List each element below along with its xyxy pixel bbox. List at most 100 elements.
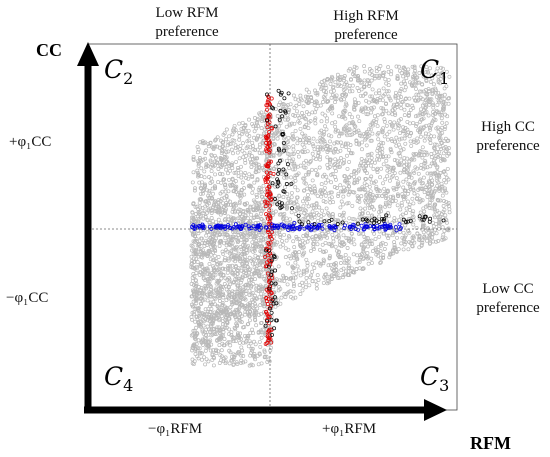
scatter-point (226, 140, 231, 145)
scatter-point (346, 265, 351, 270)
scatter-point (328, 158, 333, 163)
scatter-point (361, 109, 365, 114)
scatter-point (425, 165, 430, 170)
scatter-point (250, 190, 255, 195)
scatter-point (370, 99, 375, 104)
scatter-point (383, 200, 388, 205)
scatter-point (424, 78, 429, 83)
scatter-point (306, 170, 311, 174)
scatter-point (387, 129, 392, 134)
scatter-point (326, 148, 331, 153)
scatter-point-black (273, 268, 278, 273)
scatter-point (336, 194, 341, 198)
scatter-point (406, 71, 411, 76)
scatter-point (407, 182, 412, 187)
scatter-point (442, 199, 446, 203)
scatter-point (291, 220, 296, 225)
scatter-point (285, 282, 290, 287)
scatter-point (360, 80, 365, 85)
scatter-point (359, 242, 364, 247)
scatter-point (220, 163, 225, 168)
scatter-point (293, 260, 298, 265)
scatter-point (381, 162, 386, 167)
quadrant-label-c3: C3 (420, 362, 450, 395)
scatter-point (404, 211, 409, 215)
scatter-point (239, 360, 244, 365)
scatter-point (386, 233, 391, 238)
scatter-point (385, 174, 390, 179)
scatter-point (350, 216, 355, 221)
scatter-point (375, 148, 380, 153)
scatter-point (397, 137, 402, 142)
scatter-point (308, 212, 313, 217)
scatter-point (383, 195, 388, 200)
scatter-point (217, 327, 222, 332)
scatter-point (362, 181, 367, 186)
scatter-point (326, 99, 331, 104)
scatter-point (338, 84, 343, 89)
scatter-point (196, 147, 201, 152)
scatter-point (320, 208, 325, 213)
scatter-point (390, 233, 395, 238)
scatter-point (374, 252, 379, 257)
scatter-point (212, 184, 217, 189)
scatter-point (292, 105, 297, 110)
scatter-point (419, 242, 424, 247)
scatter-point (243, 158, 248, 163)
scatter-point (414, 86, 418, 91)
scatter-point (350, 203, 355, 208)
scatter-point (297, 120, 302, 125)
scatter-point (331, 239, 336, 244)
scatter-point (324, 127, 329, 132)
scatter-point (419, 153, 424, 158)
scatter-point (442, 92, 447, 97)
scatter-point (246, 344, 251, 349)
scatter-point (301, 252, 306, 256)
scatter-point (347, 216, 352, 221)
scatter-point (310, 151, 315, 156)
annotation-high-cc: High CC preference (476, 119, 540, 154)
scatter-point (368, 138, 373, 143)
scatter-point (440, 225, 445, 230)
scatter-point (368, 176, 373, 181)
scatter-point (420, 223, 425, 228)
scatter-point (389, 69, 394, 74)
scatter-point (293, 176, 297, 180)
scatter-point (373, 246, 378, 251)
scatter-point (367, 133, 372, 138)
scatter-point (219, 314, 224, 319)
scatter-point (302, 188, 307, 193)
scatter-point (339, 255, 344, 260)
scatter-point (207, 261, 212, 266)
scatter-point (316, 261, 321, 266)
scatter-point (342, 82, 347, 87)
scatter-point (220, 301, 225, 305)
scatter-point (227, 177, 231, 182)
scatter-point (326, 133, 331, 138)
scatter-point (355, 86, 360, 90)
annotation-low-rfm: Low RFM preference (155, 5, 219, 40)
scatter-point (418, 119, 423, 124)
scatter-point (393, 95, 398, 100)
scatter-point (345, 258, 350, 263)
scatter-point (200, 318, 205, 323)
scatter-point (303, 214, 308, 219)
scatter-point (230, 166, 235, 171)
scatter-point (392, 216, 397, 221)
scatter-point (238, 280, 243, 285)
scatter-point (394, 218, 399, 223)
scatter-point (312, 215, 317, 220)
scatter-point (358, 211, 363, 216)
scatter-point (407, 202, 412, 207)
scatter-point (369, 110, 374, 115)
scatter-point (415, 193, 420, 198)
scatter-point (312, 239, 317, 244)
scatter-point (399, 106, 404, 111)
scatter-point (293, 173, 298, 178)
scatter-point (273, 304, 278, 309)
scatter-point (364, 157, 369, 162)
scatter-point (411, 234, 416, 239)
scatter-point (402, 107, 407, 112)
scatter-point (330, 212, 335, 217)
scatter-point (357, 257, 362, 262)
